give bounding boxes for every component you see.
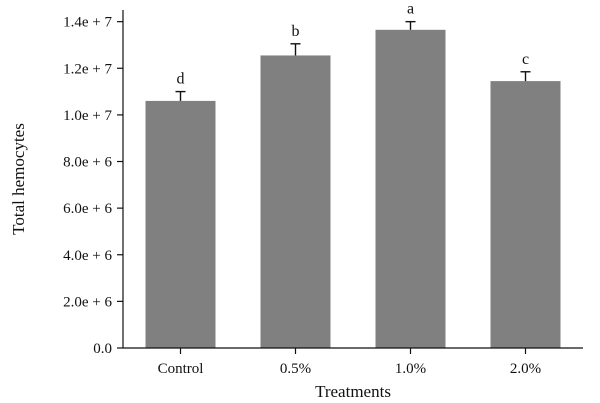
bar (490, 81, 561, 348)
significance-label: b (292, 23, 300, 40)
y-axis-ticks: 0.0 2.0e + 6 4.0e + 6 6.0e + 6 8.0e + 6 1.0e … (63, 15, 123, 357)
plot-area: d b a c (145, 1, 561, 349)
y-tick-label: 1.2e + 7 (63, 61, 112, 77)
y-axis-title: Total hemocytes (9, 123, 28, 235)
y-tick-label: 1.4e + 7 (63, 15, 112, 31)
x-axis-ticks: Control 0.5% 1.0% 2.0% (158, 348, 541, 377)
y-tick-label: 0.0 (93, 341, 112, 357)
bar (375, 29, 446, 349)
bar (260, 55, 331, 349)
x-tick-label: Control (158, 361, 204, 377)
x-tick-label: 1.0% (395, 361, 426, 377)
significance-label: a (407, 1, 414, 18)
x-tick-label: 2.0% (510, 361, 541, 377)
significance-label: d (177, 71, 185, 88)
significance-label: c (522, 51, 529, 68)
y-tick-label: 4.0e + 6 (63, 248, 112, 264)
x-axis-title: Treatments (315, 382, 391, 401)
y-tick-label: 1.0e + 7 (63, 108, 112, 124)
y-tick-label: 8.0e + 6 (63, 155, 112, 171)
bar (145, 100, 216, 349)
x-tick-label: 0.5% (280, 361, 311, 377)
y-tick-label: 2.0e + 6 (63, 294, 112, 310)
y-tick-label: 6.0e + 6 (63, 201, 112, 217)
